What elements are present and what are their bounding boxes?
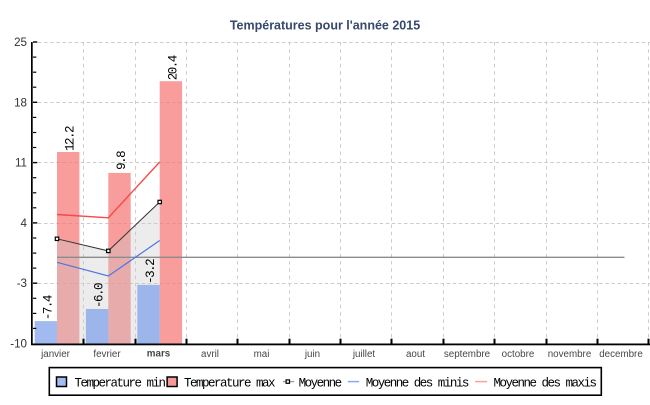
svg-text:20.4: 20.4 xyxy=(166,55,180,80)
svg-text:12.2: 12.2 xyxy=(64,126,78,151)
svg-text:11: 11 xyxy=(15,157,27,170)
svg-text:9.8: 9.8 xyxy=(115,151,129,170)
svg-text:juin: juin xyxy=(304,349,320,360)
svg-text:novembre: novembre xyxy=(548,349,592,360)
svg-text:-7.4: -7.4 xyxy=(41,295,55,320)
svg-text:septembre: septembre xyxy=(444,349,491,360)
svg-text:aout: aout xyxy=(406,349,425,360)
svg-text:-3: -3 xyxy=(17,277,27,290)
svg-text:Températures pour l'année 2015: Températures pour l'année 2015 xyxy=(230,19,420,33)
svg-text:-10: -10 xyxy=(10,338,27,351)
svg-text:fevrier: fevrier xyxy=(93,349,121,360)
svg-text:juillet: juillet xyxy=(352,349,376,360)
svg-text:avril: avril xyxy=(201,349,219,360)
svg-text:Moyenne: Moyenne xyxy=(299,377,342,391)
svg-text:Moyenne des maxis: Moyenne des maxis xyxy=(494,377,597,391)
svg-text:-3.2: -3.2 xyxy=(144,259,158,284)
svg-text:-6.0: -6.0 xyxy=(93,283,107,308)
svg-text:janvier: janvier xyxy=(40,349,71,360)
svg-text:octobre: octobre xyxy=(502,349,535,360)
svg-text:mars: mars xyxy=(147,349,171,360)
svg-text:Temperature min: Temperature min xyxy=(75,377,166,391)
svg-text:4: 4 xyxy=(21,217,28,230)
svg-text:mai: mai xyxy=(254,349,270,360)
svg-text:decembre: decembre xyxy=(599,349,643,360)
svg-text:18: 18 xyxy=(14,96,27,109)
svg-text:25: 25 xyxy=(14,36,27,49)
svg-text:Temperature max: Temperature max xyxy=(184,377,275,391)
svg-text:Moyenne des minis: Moyenne des minis xyxy=(366,377,469,391)
